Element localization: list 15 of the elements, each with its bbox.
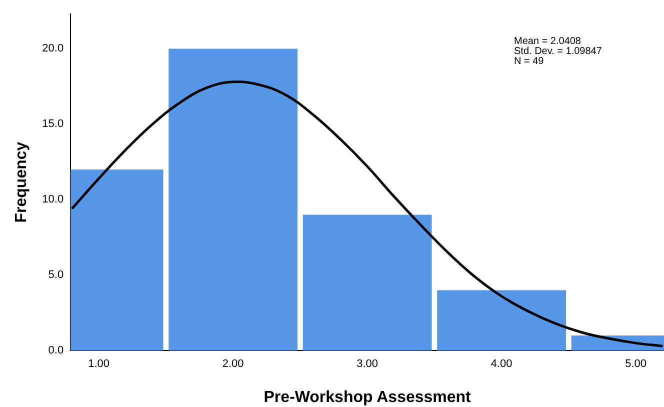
- x-axis-title: Pre-Workshop Assessment: [264, 388, 472, 406]
- annotation: Mean = 2.0408: [514, 36, 582, 47]
- annotation: N = 49: [514, 56, 544, 67]
- y-tick-label: 15.0: [42, 118, 64, 130]
- y-tick-label: 0.0: [48, 344, 64, 357]
- x-tick-label: 3.00: [356, 358, 378, 370]
- annotation: Std. Dev. = 1.09847: [514, 46, 602, 57]
- y-axis-title: Frequency: [13, 142, 30, 223]
- y-tick-label: 5.0: [48, 269, 64, 282]
- x-tick-label: 2.00: [222, 358, 244, 370]
- x-tick-label: 1.00: [88, 358, 110, 370]
- x-tick-label: 4.00: [490, 358, 512, 370]
- y-tick-label: 10.0: [42, 194, 64, 206]
- x-tick-label: 5.00: [625, 358, 647, 370]
- y-tick-label: 20.0: [42, 42, 64, 55]
